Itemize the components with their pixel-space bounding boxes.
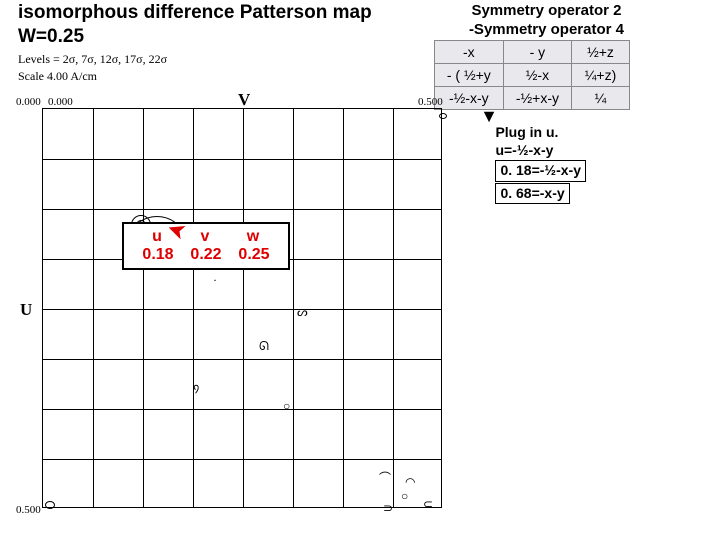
table-cell: ¼+z) <box>572 64 630 87</box>
table-cell: - ( ½+y <box>434 64 503 87</box>
grid-line <box>43 209 441 210</box>
tick-label: 0.000 <box>48 96 73 108</box>
levels-text: Levels = 2σ, 7σ, 12σ, 17σ, 22σ <box>18 52 372 67</box>
axis-label-v: V <box>238 90 250 110</box>
grid-line <box>43 359 441 360</box>
plug-line: u=-½-x-y <box>495 142 586 160</box>
contour-squiggle: · <box>213 273 217 288</box>
grid-line <box>143 109 144 507</box>
grid-line <box>243 109 244 507</box>
table-cell: ½+z <box>572 41 630 64</box>
grid-line <box>43 159 441 160</box>
grid-line <box>393 109 394 507</box>
symmetry-table: -x - y ½+z - ( ½+y ½-x ¼+z) -½-x-y -½+x-… <box>434 40 630 110</box>
scale-text: Scale 4.00 A/cm <box>18 69 372 84</box>
table-cell: -x <box>434 41 503 64</box>
plug-line: Plug in u. <box>495 124 586 142</box>
header-block: isomorphous difference Patterson map W=0… <box>18 2 372 84</box>
grid-line <box>193 109 194 507</box>
contour-fragment <box>45 501 55 509</box>
tick-label: 0.500 <box>16 504 41 516</box>
uvw-h-w: w <box>230 228 278 246</box>
contour-squiggle: ⌒ <box>379 469 391 486</box>
grid-line <box>43 459 441 460</box>
contour-squiggle: ᠀ <box>193 375 199 396</box>
contour-squiggle: ○ <box>401 489 408 504</box>
contour-squiggle: ◠ <box>405 475 415 490</box>
table-cell: - y <box>503 41 571 64</box>
symmetry-header: Symmetry operator 2 -Symmetry operator 4 <box>469 2 624 40</box>
contour-squiggle: ᔕ <box>297 305 308 320</box>
uvw-v-u: 0.18 <box>134 246 182 264</box>
uvw-v-w: 0.25 <box>230 246 278 264</box>
contour-squiggle: ⊂ <box>423 497 433 512</box>
patterson-grid: ·ᔕᘏ᠀○⌒◠○⊂⊃ <box>42 108 442 508</box>
grid-line <box>343 109 344 507</box>
uvw-header: uvw <box>134 228 278 246</box>
grid-line <box>43 409 441 410</box>
grid-line <box>43 309 441 310</box>
table-cell: -½+x-y <box>503 87 571 110</box>
plug-boxed: 0. 18=-½-x-y <box>495 160 586 182</box>
contour-squiggle: ⊃ <box>383 501 393 516</box>
grid-line <box>93 109 94 507</box>
uvw-values: 0.180.220.25 <box>134 246 278 264</box>
tick-label: 0.500 <box>418 96 443 108</box>
table-row: -½-x-y -½+x-y ¼ <box>434 87 629 110</box>
uvw-v-v: 0.22 <box>182 246 230 264</box>
page-title: isomorphous difference Patterson map <box>18 2 372 24</box>
contour-fragment <box>439 113 447 119</box>
table-row: -x - y ½+z <box>434 41 629 64</box>
page-subtitle: W=0.25 <box>18 26 372 48</box>
symmetry-line2: -Symmetry operator 4 <box>469 21 624 40</box>
tick-label: 0.000 <box>16 96 41 108</box>
contour-squiggle: ○ <box>283 399 290 414</box>
table-row: - ( ½+y ½-x ¼+z) <box>434 64 629 87</box>
symmetry-line1: Symmetry operator 2 <box>469 2 624 21</box>
uvw-box: uvw 0.180.220.25 <box>122 222 290 270</box>
axis-label-u: U <box>20 300 32 320</box>
table-cell: ½-x <box>503 64 571 87</box>
contour-squiggle: ᘏ <box>259 339 269 354</box>
uvw-h-v: v <box>182 228 230 246</box>
plug-block: Plug in u. u=-½-x-y 0. 18=-½-x-y 0. 68=-… <box>495 124 586 204</box>
table-cell: ¼ <box>572 87 630 110</box>
grid-line <box>293 109 294 507</box>
plug-boxed: 0. 68=-x-y <box>495 183 569 205</box>
